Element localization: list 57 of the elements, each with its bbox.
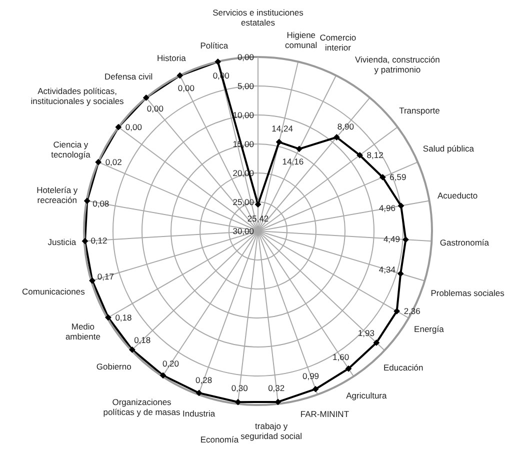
- y-tick-label: 30,00: [232, 226, 254, 236]
- data-label: 0,00: [146, 103, 164, 114]
- spoke-label: Servicios e instituciones estatales: [212, 8, 304, 28]
- y-tick-label: 0,00: [237, 52, 254, 62]
- data-label: 14,24: [272, 123, 294, 134]
- spoke-label: Defensa civil: [104, 71, 153, 82]
- data-label: 0,99: [302, 370, 320, 381]
- spoke-label: Agricultura: [346, 390, 388, 400]
- data-label: 0,18: [115, 312, 132, 322]
- data-label: 2,36: [404, 306, 421, 316]
- spoke-label: Comunicaciones: [22, 286, 85, 297]
- data-label: 8,90: [337, 122, 354, 132]
- data-label: 0,20: [162, 358, 180, 369]
- data-label: 0,17: [97, 272, 114, 282]
- data-label: 25,42: [247, 213, 269, 224]
- data-label: 1,60: [332, 352, 350, 362]
- spoke-label: Historia: [157, 53, 186, 64]
- spoke-label: Medio ambiente: [65, 322, 101, 342]
- data-label: 6,59: [390, 172, 406, 182]
- spoke-label: Higiene comunal: [285, 30, 318, 50]
- data-label: 4,96: [378, 203, 396, 214]
- data-label: 4,34: [378, 264, 396, 275]
- data-label: 0,00: [178, 83, 195, 94]
- data-label: 0,00: [125, 122, 142, 132]
- spoke-label: Acueducto: [437, 190, 478, 200]
- spoke-label: Industria: [182, 408, 216, 419]
- spoke-label: Energía: [414, 324, 444, 334]
- data-label: 0,30: [231, 383, 248, 394]
- spoke-label: Economía: [200, 434, 239, 445]
- spoke-label: Gastronomía: [440, 238, 490, 248]
- spoke-label: Hotelería y recreación: [36, 185, 78, 206]
- y-tick-label: 25,00: [232, 197, 254, 207]
- y-tick-label: 5,00: [237, 81, 254, 91]
- spoke-label: Salud pública: [422, 143, 474, 154]
- spoke-label: Política: [200, 40, 228, 51]
- spoke-label: trabajo y seguridad social: [240, 420, 302, 441]
- spoke-label: FAR-MININT: [300, 408, 350, 419]
- data-label: 4,49: [383, 234, 400, 244]
- data-label: 8,12: [366, 150, 384, 160]
- data-label: 0,12: [90, 235, 108, 246]
- data-label: 1,93: [358, 328, 375, 338]
- spoke-label: Gobierno: [96, 361, 132, 372]
- spoke-label: Actividades políticas, institucionales y sociales: [30, 86, 124, 106]
- data-label: 0,28: [196, 374, 212, 385]
- spoke-label: Ciencia y tecnología: [51, 140, 91, 160]
- spoke-label: Justicia: [48, 236, 76, 247]
- data-label: 0,32: [268, 383, 285, 394]
- data-label: 0,08: [92, 198, 110, 208]
- spoke-label: Organizaciones políticas y de masas: [103, 397, 180, 418]
- spoke-label: Transporte: [399, 105, 440, 116]
- spoke-label: Vivienda, construcción y patrimonio: [354, 54, 440, 74]
- data-label: 0,18: [134, 335, 151, 346]
- data-label: 14,16: [282, 156, 304, 166]
- spoke-label: Educación: [384, 362, 424, 373]
- spoke-label: Problemas sociales: [430, 288, 504, 298]
- spoke-label: Comercio interior: [320, 32, 356, 52]
- data-label: 0,02: [105, 157, 122, 168]
